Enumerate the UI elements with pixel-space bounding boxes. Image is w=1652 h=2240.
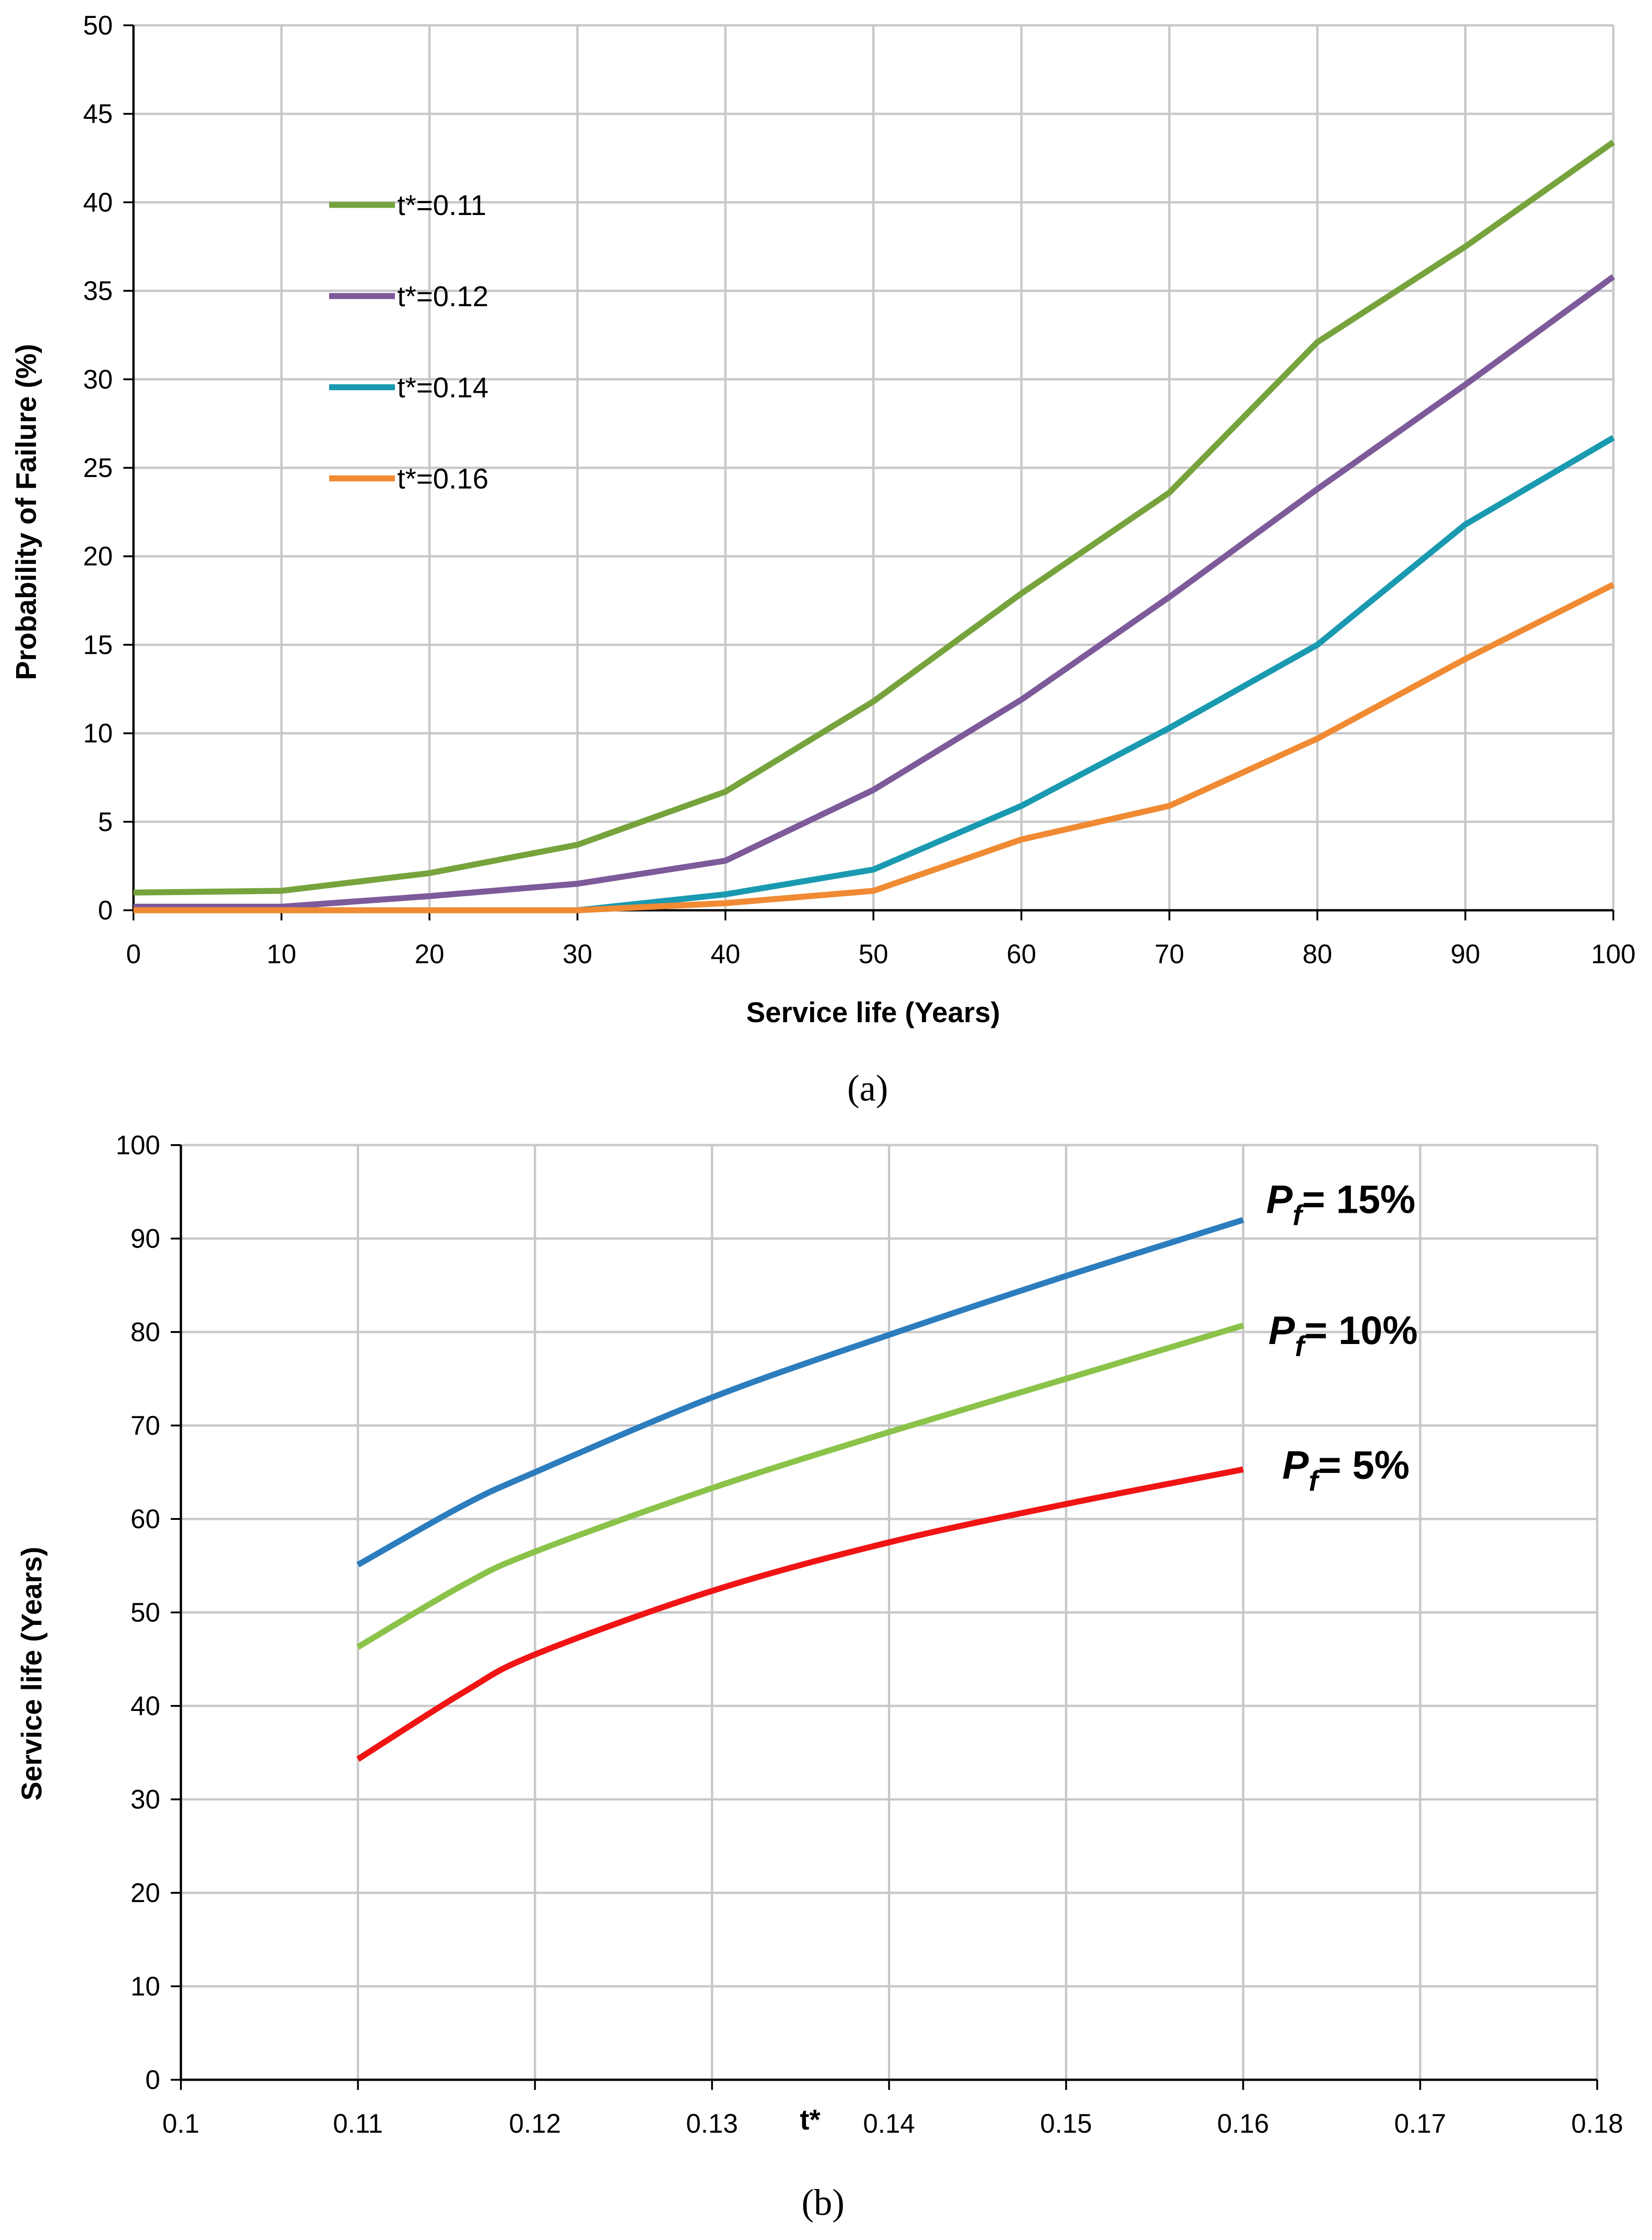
x-tick-label: 30	[562, 939, 592, 969]
x-tick-label: 0.17	[1394, 2109, 1446, 2139]
y-tick-label: 20	[83, 541, 113, 571]
panel-label-b: (b)	[801, 2182, 844, 2223]
x-tick-label: 40	[711, 939, 741, 969]
legend-label-3: t*=0.16	[397, 463, 488, 495]
y-tick-labels: 0 5 10 15 20 25 30 35 40 45 50	[83, 11, 113, 925]
series-label-prefix: P	[1266, 1177, 1293, 1222]
series-label-prefix: P	[1282, 1443, 1309, 1487]
series-lines	[356, 1217, 1244, 1762]
y-tick-label: 25	[83, 453, 113, 483]
series-line-3	[133, 582, 1615, 913]
legend: t*=0.11 t*=0.12 t*=0.14 t*=0.16	[329, 190, 488, 495]
series-line-0	[133, 140, 1615, 896]
y-tick-label: 100	[116, 1130, 160, 1160]
y-tick-label: 80	[130, 1317, 160, 1347]
y-tick-label: 70	[130, 1411, 160, 1441]
x-axis-title: t*	[800, 2104, 821, 2136]
x-tick-label: 100	[1591, 939, 1636, 969]
x-tick-label: 70	[1154, 939, 1184, 969]
y-tick-label: 0	[145, 2065, 160, 2095]
x-tick-label: 0.16	[1217, 2109, 1269, 2139]
legend-label-0: t*=0.11	[397, 190, 487, 221]
y-tick-label: 5	[98, 807, 113, 837]
x-tick-label: 0	[126, 939, 141, 969]
y-tick-label: 50	[83, 11, 113, 41]
y-tick-label: 20	[130, 1878, 160, 1908]
x-tick-label: 0.18	[1571, 2109, 1623, 2139]
y-tick-label: 50	[130, 1598, 160, 1628]
axes	[171, 1144, 1598, 2090]
series-line-0	[356, 1217, 1244, 1568]
x-tick-label: 0.11	[333, 2109, 383, 2139]
x-tick-label: 0.12	[509, 2109, 561, 2139]
series-label-prefix: P	[1269, 1309, 1295, 1353]
chart-b: 0.1 0.11 0.12 0.13 0.14 0.15 0.16 0.17 0.18 0 10 2…	[16, 1130, 1623, 2223]
x-tick-labels: 0.1 0.11 0.12 0.13 0.14 0.15 0.16 0.17 0.18	[162, 2109, 1623, 2139]
y-tick-label: 45	[83, 99, 113, 129]
x-tick-label: 10	[267, 939, 296, 969]
y-tick-label: 15	[83, 630, 113, 660]
y-tick-label: 40	[83, 187, 113, 217]
x-tick-label: 80	[1303, 939, 1333, 969]
series-label-2: Pf= 5%	[1282, 1443, 1409, 1497]
series-line-2	[356, 1466, 1244, 1762]
series-label-suffix: = 5%	[1318, 1443, 1409, 1487]
series-label-1: Pf= 10%	[1269, 1309, 1418, 1362]
x-tick-label: 90	[1450, 939, 1480, 969]
grid	[133, 24, 1615, 910]
series-label-suffix: = 10%	[1304, 1309, 1418, 1353]
x-tick-label: 0.14	[863, 2109, 915, 2139]
legend-label-1: t*=0.12	[397, 281, 488, 313]
y-axis-title: Service life (Years)	[16, 1547, 48, 1800]
series-label-suffix: = 15%	[1302, 1177, 1415, 1222]
x-tick-label: 50	[858, 939, 888, 969]
series-lines	[133, 140, 1615, 913]
x-tick-label: 0.13	[686, 2109, 738, 2139]
panel-label-a: (a)	[847, 1068, 888, 1109]
y-tick-label: 60	[130, 1504, 160, 1534]
y-tick-label: 30	[130, 1785, 160, 1815]
y-tick-label: 40	[130, 1691, 160, 1721]
y-tick-labels: 0 10 20 30 40 50 60 70 80 90 100	[116, 1130, 160, 2095]
x-axis-title: Service life (Years)	[746, 997, 1000, 1029]
y-tick-label: 10	[83, 719, 113, 749]
x-tick-label: 60	[1007, 939, 1037, 969]
x-tick-label: 20	[415, 939, 445, 969]
series-line-1	[356, 1322, 1244, 1650]
x-tick-label: 0.1	[162, 2109, 200, 2139]
y-tick-label: 90	[130, 1224, 160, 1254]
x-tick-label: 0.15	[1040, 2109, 1092, 2139]
y-tick-label: 30	[83, 365, 113, 395]
legend-label-2: t*=0.14	[397, 372, 488, 404]
x-tick-labels: 0 10 20 30 40 50 60 70 80 90 100	[126, 939, 1636, 969]
y-tick-label: 35	[83, 276, 113, 306]
y-axis-title: Probability of Failure (%)	[11, 344, 42, 680]
chart-a: 0 10 20 30 40 50 60 70 80 90 100 0 5 10 15 20 25 30 35 40 4…	[11, 11, 1635, 1109]
series-line-1	[133, 274, 1615, 910]
y-tick-label: 10	[130, 1972, 160, 2001]
y-tick-label: 0	[98, 896, 113, 925]
